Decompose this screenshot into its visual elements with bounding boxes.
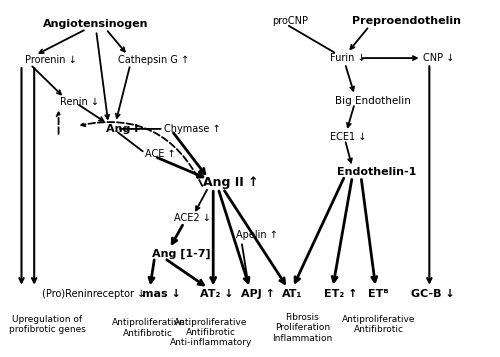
Text: Antiproliferative
Antifibrotic: Antiproliferative Antifibrotic: [112, 318, 185, 338]
Text: Endothelin-1: Endothelin-1: [336, 167, 416, 177]
Text: Renin ↓: Renin ↓: [60, 97, 98, 107]
Text: Antiproliferative
Antifibrotic
Anti-inflammatory: Antiproliferative Antifibrotic Anti-infl…: [170, 318, 252, 347]
Text: Chymase ↑: Chymase ↑: [164, 124, 221, 134]
Text: Ang [1-7]: Ang [1-7]: [152, 248, 211, 259]
Text: (Pro)Reninreceptor ↓: (Pro)Reninreceptor ↓: [42, 288, 146, 298]
Text: Big Endothelin: Big Endothelin: [335, 96, 411, 106]
Text: Preproendothelin: Preproendothelin: [352, 16, 462, 26]
Text: Antiproliferative
Antifibrotic: Antiproliferative Antifibrotic: [342, 315, 416, 334]
Text: APJ ↑: APJ ↑: [241, 288, 275, 299]
Text: Apelin ↑: Apelin ↑: [236, 230, 278, 240]
Text: Ang I: Ang I: [106, 124, 138, 134]
Text: Upregulation of
profibrotic genes: Upregulation of profibrotic genes: [9, 315, 86, 334]
Text: Ang II ↑: Ang II ↑: [204, 176, 259, 189]
Text: Cathepsin G ↑: Cathepsin G ↑: [118, 55, 189, 65]
Text: ACE2 ↓: ACE2 ↓: [174, 213, 211, 223]
Text: CNP ↓: CNP ↓: [423, 53, 454, 63]
Text: Fibrosis
Proliferation
Inflammation: Fibrosis Proliferation Inflammation: [272, 313, 332, 343]
Text: GC-B ↓: GC-B ↓: [411, 288, 455, 298]
Text: ETᴮ: ETᴮ: [368, 288, 389, 298]
Text: Furin ↓: Furin ↓: [330, 53, 366, 63]
Text: Prorenin ↓: Prorenin ↓: [26, 55, 77, 65]
Text: ET₂ ↑: ET₂ ↑: [324, 288, 358, 298]
Text: AT₂ ↓: AT₂ ↓: [200, 288, 234, 298]
Text: proCNP: proCNP: [272, 16, 308, 26]
Text: mas ↓: mas ↓: [142, 288, 180, 298]
Text: Angiotensinogen: Angiotensinogen: [44, 19, 149, 29]
Text: AT₁: AT₁: [282, 288, 302, 298]
Text: ECE1 ↓: ECE1 ↓: [330, 132, 366, 142]
Text: ACE ↑: ACE ↑: [145, 150, 176, 160]
